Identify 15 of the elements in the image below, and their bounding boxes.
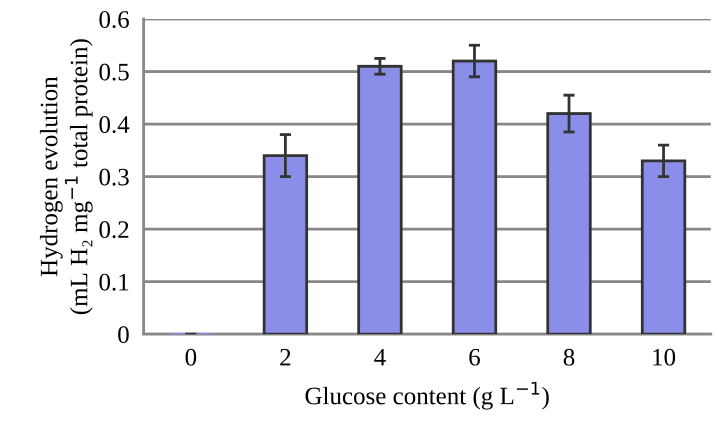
y-tick-label: 0 (118, 326, 129, 344)
y-tick-label: 0.4 (99, 116, 130, 134)
y-tick-label: 0.2 (99, 221, 128, 238)
y-tick-label: 0.5 (99, 64, 129, 81)
y-tick-label: 0.3 (99, 168, 129, 186)
y-tick-label: 0.1 (99, 274, 128, 291)
x-tick-label: 8 (564, 348, 574, 366)
y-axis-title: Hydrogen evolution (mL H₂ mg$^{−1}$ total protein) (40, 39, 93, 314)
y-tick-label: 0.6 (99, 11, 129, 28)
x-tick-label: 6 (469, 348, 480, 366)
x-tick-label: 4 (374, 348, 386, 366)
x-tick-label: 0 (186, 348, 196, 366)
x-tick-label: 2 (280, 348, 290, 366)
x-tick-label: 10 (653, 348, 676, 366)
x-axis-title: Glucose content (g L$^{−1}$) (305, 382, 549, 410)
